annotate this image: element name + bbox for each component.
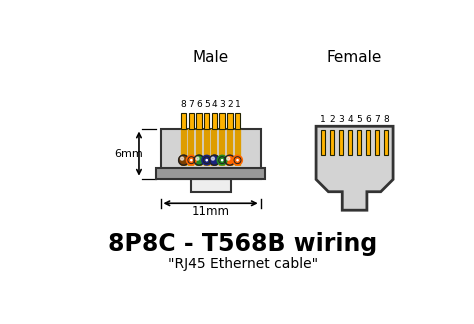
- Circle shape: [227, 157, 230, 160]
- Circle shape: [219, 157, 226, 164]
- Bar: [321, 130, 325, 155]
- Text: 6mm: 6mm: [115, 149, 143, 159]
- Bar: [212, 113, 217, 129]
- Text: 7: 7: [374, 115, 380, 124]
- Bar: [375, 130, 379, 155]
- Text: 8: 8: [383, 115, 389, 124]
- Text: 4: 4: [347, 115, 353, 124]
- Text: Female: Female: [327, 50, 382, 65]
- Text: 8: 8: [181, 99, 186, 109]
- Circle shape: [188, 157, 195, 164]
- Bar: [348, 130, 352, 155]
- Bar: [330, 130, 334, 155]
- Circle shape: [210, 155, 219, 165]
- Circle shape: [179, 155, 189, 165]
- Bar: [204, 113, 210, 129]
- Circle shape: [234, 157, 241, 164]
- Text: 2: 2: [227, 99, 233, 109]
- Text: 5: 5: [356, 115, 362, 124]
- Circle shape: [225, 155, 235, 165]
- Text: 8P8C - T568B wiring: 8P8C - T568B wiring: [108, 233, 378, 257]
- Bar: [227, 113, 233, 129]
- Circle shape: [194, 155, 204, 165]
- Bar: [181, 113, 186, 129]
- Bar: [189, 113, 194, 129]
- Bar: [219, 113, 225, 129]
- Bar: [366, 130, 370, 155]
- Text: 4: 4: [211, 99, 217, 109]
- Text: 11mm: 11mm: [191, 205, 229, 218]
- Bar: [191, 179, 231, 192]
- Bar: [156, 168, 265, 179]
- Circle shape: [211, 157, 214, 160]
- Bar: [357, 130, 361, 155]
- Bar: [235, 113, 240, 129]
- Text: 1: 1: [235, 99, 240, 109]
- Circle shape: [196, 157, 199, 160]
- Text: 1: 1: [320, 115, 326, 124]
- Bar: [196, 113, 202, 129]
- Text: 2: 2: [329, 115, 335, 124]
- Text: 5: 5: [204, 99, 210, 109]
- Circle shape: [203, 157, 210, 164]
- Bar: [161, 129, 261, 179]
- Bar: [339, 130, 343, 155]
- Text: 3: 3: [338, 115, 344, 124]
- Circle shape: [181, 157, 183, 160]
- Bar: [384, 130, 389, 155]
- Text: 3: 3: [219, 99, 225, 109]
- Polygon shape: [316, 126, 393, 210]
- Text: "RJ45 Ethernet cable": "RJ45 Ethernet cable": [168, 257, 318, 271]
- Text: 6: 6: [196, 99, 202, 109]
- Text: 7: 7: [189, 99, 194, 109]
- Text: Male: Male: [192, 50, 229, 65]
- Text: 6: 6: [365, 115, 371, 124]
